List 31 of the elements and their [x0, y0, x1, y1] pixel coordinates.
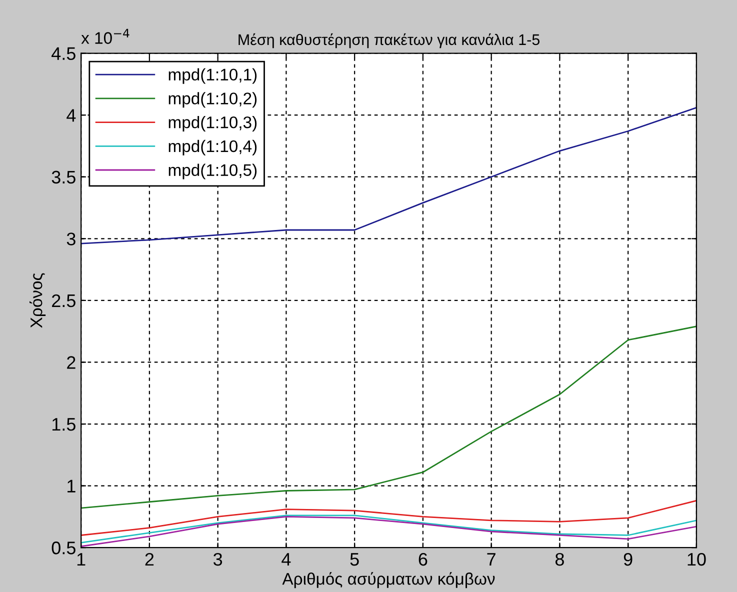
x-tick-label: 4	[282, 553, 291, 566]
y-tick-label: 3.5	[52, 170, 76, 184]
x-tick-label: 8	[555, 552, 564, 566]
line-series	[81, 500, 696, 536]
y-tick-label: 0.5	[52, 542, 76, 554]
x-tick-label: 6	[418, 552, 428, 566]
y-tick-label: 1	[68, 480, 76, 492]
legend-label: mpd(1:10,4)	[168, 140, 257, 156]
legend-label: mpd(1:10,5)	[168, 164, 257, 180]
text: x 10$^{−4}$	[81, 28, 130, 44]
x-tick-label: 3	[213, 552, 222, 566]
line-series	[81, 326, 696, 509]
y-axis-title: Χρόνος	[30, 273, 46, 328]
y-tick-label: 2	[67, 356, 76, 369]
y-tick-label: 4	[66, 109, 76, 122]
x-tick-label: 1	[77, 553, 86, 566]
legend-label: mpd(1:10,1)	[168, 68, 257, 84]
y-tick-label: 4.5	[52, 47, 76, 60]
y-tick-label: 2.5	[52, 294, 76, 308]
x-tick-label: 5	[350, 553, 359, 566]
line-series	[81, 106, 696, 244]
chart-title: Μέση καθυστέρηση πακέτων για κανάλια 1-5	[238, 33, 540, 48]
legend-label: mpd(1:10,3)	[168, 116, 257, 132]
x-axis-title: Αριθμός ασύρματων κόμβων	[282, 572, 495, 588]
legend-label: mpd(1:10,2)	[168, 92, 257, 108]
y-tick-label: 1.5	[52, 418, 76, 431]
x-tick-label: 10	[688, 552, 706, 566]
y-tick-label: 3	[66, 232, 76, 246]
x-tick-label: 7	[487, 553, 496, 566]
x-tick-label: 9	[624, 552, 632, 566]
x-tick-label: 2	[145, 552, 154, 566]
